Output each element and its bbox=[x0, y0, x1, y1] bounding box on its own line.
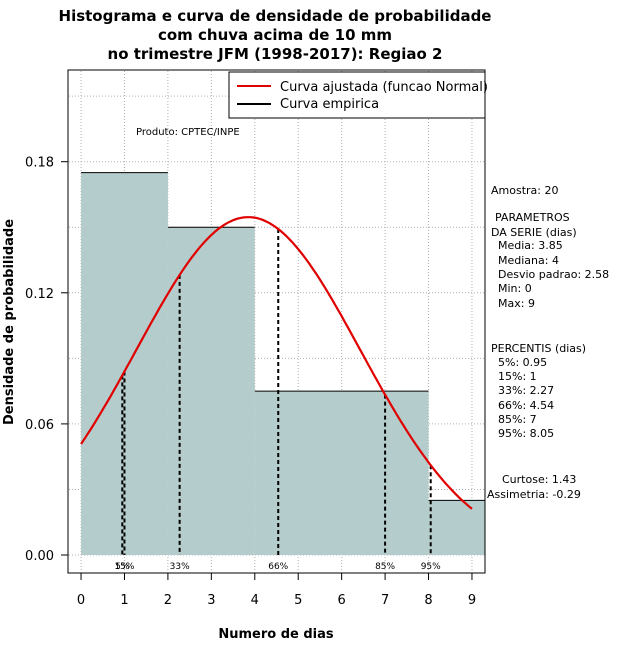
histogram-bar-4 bbox=[428, 500, 485, 555]
legend: Curva ajustada (funcao Normal) Curva emp… bbox=[228, 71, 488, 119]
stats-param-desvio: Desvio padrao: 2.58 bbox=[498, 268, 609, 281]
y-tick-label-0.00: 0.00 bbox=[25, 549, 54, 564]
histogram-bar-2 bbox=[167, 227, 255, 555]
x-tick-label-7: 7 bbox=[381, 593, 389, 608]
x-tick-label-8: 8 bbox=[424, 593, 432, 608]
stats-param-max: Max: 9 bbox=[498, 297, 535, 310]
y-tick-label-0.12: 0.12 bbox=[25, 287, 54, 302]
histogram-bar-3 bbox=[254, 391, 429, 555]
fitted-normal-curve bbox=[80, 216, 473, 510]
legend-fitted-label: Curva ajustada (funcao Normal) bbox=[280, 80, 488, 95]
stats-param-title-2: DA SERIE (dias) bbox=[491, 226, 577, 239]
stats-percentis-title: PERCENTIS (dias) bbox=[491, 342, 586, 355]
stats-assimetria: Assimetria: -0.29 bbox=[487, 488, 581, 501]
percentile-label-95: 95% bbox=[421, 562, 441, 572]
x-tick-label-4: 4 bbox=[251, 593, 259, 608]
chart-title-line-1: Histograma e curva de densidade de proba… bbox=[59, 7, 492, 25]
stats-param-mediana: Mediana: 4 bbox=[498, 254, 559, 267]
stats-param-title-1: PARAMETROS bbox=[495, 211, 570, 224]
product-label: Produto: CPTEC/INPE bbox=[136, 127, 240, 138]
x-tick-label-3: 3 bbox=[207, 593, 215, 608]
y-tick-label-0.06: 0.06 bbox=[25, 418, 54, 433]
legend-empirical-label: Curva empirica bbox=[280, 97, 379, 112]
percentile-label-85: 85% bbox=[375, 562, 395, 572]
density-curves bbox=[80, 216, 473, 510]
histogram-bars bbox=[81, 172, 485, 555]
stats-percentil-15: 15%: 1 bbox=[498, 370, 537, 383]
percentile-label-15: 15% bbox=[114, 562, 134, 572]
percentile-lines: 5%15% 33% 66% 85% 95% bbox=[114, 229, 441, 572]
percentile-label-5: 5% bbox=[115, 562, 130, 572]
legend-box bbox=[228, 71, 486, 119]
x-tick-label-2: 2 bbox=[164, 593, 172, 608]
x-tick-label-1: 1 bbox=[120, 593, 128, 608]
y-tick-label-0.18: 0.18 bbox=[25, 156, 54, 171]
stats-percentil-85: 85%: 7 bbox=[498, 413, 537, 426]
x-tick-label-5: 5 bbox=[294, 593, 302, 608]
x-tick-label-9: 9 bbox=[468, 593, 476, 608]
x-tick-label-0: 0 bbox=[77, 593, 85, 608]
stats-curtose: Curtose: 1.43 bbox=[502, 473, 576, 486]
x-tick-label-6: 6 bbox=[338, 593, 346, 608]
stats-param-media: Media: 3.85 bbox=[498, 239, 563, 252]
stats-percentil-33: 33%: 2.27 bbox=[498, 384, 554, 397]
stats-param-min: Min: 0 bbox=[498, 282, 532, 295]
stats-percentil-66: 66%: 4.54 bbox=[498, 399, 554, 412]
y-axis-label: Densidade de probabilidade bbox=[2, 219, 17, 425]
chart-title-line-3: no trimestre JFM (1998-2017): Regiao 2 bbox=[108, 45, 443, 63]
chart-title-line-2: com chuva acima de 10 mm bbox=[158, 26, 392, 44]
percentile-label-33: 33% bbox=[170, 562, 190, 572]
x-axis-label: Numero de dias bbox=[218, 627, 334, 642]
stats-percentil-5: 5%: 0.95 bbox=[498, 356, 547, 369]
stats-panel: Amostra: 20 PARAMETROS DA SERIE (dias) M… bbox=[487, 184, 609, 501]
stats-amostra: Amostra: 20 bbox=[491, 184, 558, 197]
stats-percentil-95: 95%: 8.05 bbox=[498, 427, 554, 440]
percentile-label-66: 66% bbox=[268, 562, 288, 572]
axes: 0 1 2 3 4 5 6 7 8 9 0.00 0.06 0.12 0.18 bbox=[25, 156, 476, 608]
